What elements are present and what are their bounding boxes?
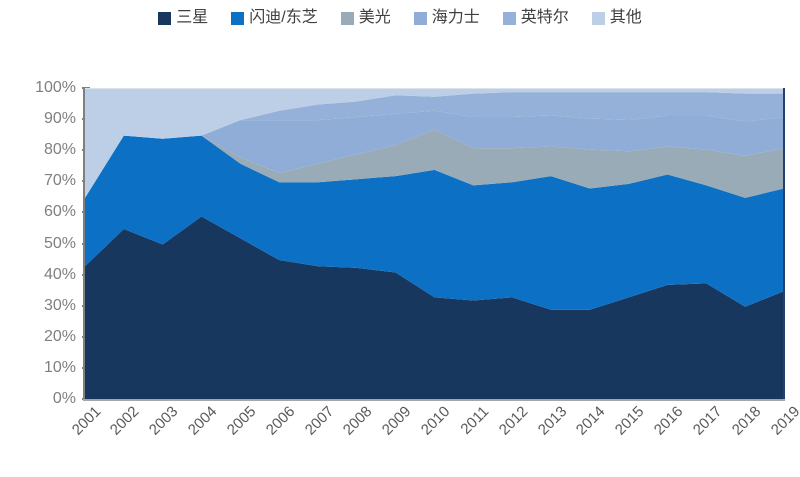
x-axis-label-2007: 2007 <box>301 403 338 439</box>
area-micron <box>85 129 784 198</box>
x-axis-label-2002: 2002 <box>107 403 143 439</box>
legend-label-samsung: 三星 <box>176 9 209 26</box>
legend-label-intel: 英特尔 <box>520 9 569 26</box>
x-axis-label-2005: 2005 <box>223 403 260 439</box>
y-axis-label-30: 30% <box>43 296 76 314</box>
y-axis-label-70: 70% <box>43 172 76 190</box>
x-axis-label-2011: 2011 <box>457 403 493 438</box>
legend-item-micron: 美光 <box>340 9 391 27</box>
x-axis-label-2006: 2006 <box>262 403 299 439</box>
legend-item-sandisk-toshiba: 闪迪/东芝 <box>231 9 318 27</box>
area-others <box>85 89 784 198</box>
legend-item-hynix: 海力士 <box>413 9 480 27</box>
legend-label-micron: 美光 <box>358 9 391 26</box>
legend-swatch-micron <box>340 11 354 25</box>
legend-swatch-hynix <box>413 11 427 25</box>
chart-legend: 三星 闪迪/东芝 美光 海力士 英特尔 其他 <box>0 9 800 27</box>
x-axis-line <box>83 399 785 401</box>
y-axis-label-10: 10% <box>43 358 76 376</box>
area-sandisk-toshiba <box>85 135 784 310</box>
y-axis-label-40: 40% <box>43 265 76 283</box>
plot-right-border <box>783 88 785 400</box>
x-axis-label-2013: 2013 <box>534 403 571 439</box>
y-axis-label-60: 60% <box>43 203 76 221</box>
y-axis-label-50: 50% <box>43 234 76 252</box>
legend-item-others: 其他 <box>591 9 642 27</box>
plot-svg <box>85 89 784 400</box>
legend-swatch-sandisk-toshiba <box>231 11 245 25</box>
legend-swatch-intel <box>502 11 516 25</box>
legend-swatch-others <box>591 11 605 25</box>
y-axis-label-100: 100% <box>35 79 76 96</box>
stacked-area-plot <box>85 88 784 400</box>
y-axis-label-20: 20% <box>43 327 76 345</box>
area-hynix <box>85 110 784 198</box>
x-axis-label-2019: 2019 <box>767 403 800 439</box>
x-axis-label-2010: 2010 <box>417 403 454 439</box>
x-axis-label-2009: 2009 <box>379 403 415 439</box>
legend-label-others: 其他 <box>609 9 642 26</box>
x-axis-label-2017: 2017 <box>689 403 726 439</box>
legend-label-hynix: 海力士 <box>431 9 480 26</box>
x-axis-label-2014: 2014 <box>573 403 609 439</box>
legend-swatch-samsung <box>158 11 172 25</box>
legend-item-intel: 英特尔 <box>502 9 569 27</box>
area-intel <box>85 92 784 198</box>
y-axis-label-0: 0% <box>52 390 76 407</box>
legend-label-sandisk-toshiba: 闪迪/东芝 <box>249 9 318 26</box>
x-axis-label-2003: 2003 <box>146 403 182 439</box>
x-axis-label-2012: 2012 <box>495 403 532 439</box>
legend-item-samsung: 三星 <box>158 9 208 27</box>
y-axis-label-80: 80% <box>43 141 76 159</box>
x-axis-label-2008: 2008 <box>340 403 376 439</box>
x-axis-label-2016: 2016 <box>650 403 687 439</box>
y-axis-label-90: 90% <box>43 110 76 128</box>
area-samsung <box>85 216 784 400</box>
x-axis-label-2015: 2015 <box>612 403 648 439</box>
x-axis-label-2004: 2004 <box>184 403 221 439</box>
x-axis-label-2018: 2018 <box>728 403 765 439</box>
